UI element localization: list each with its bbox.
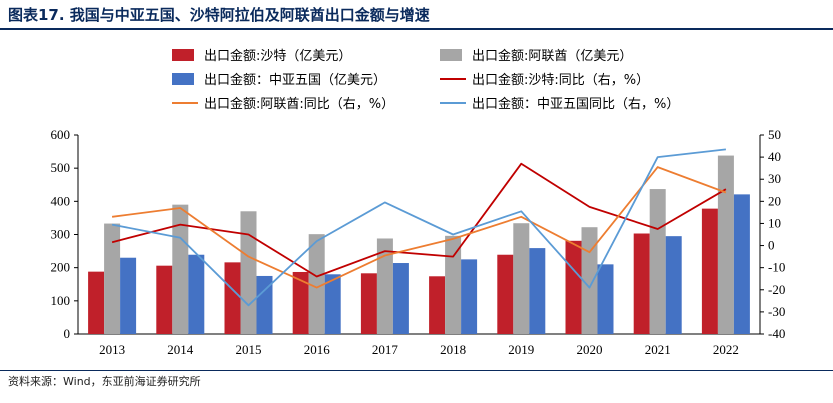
bar: [188, 254, 205, 334]
x-tick-label: 2018: [440, 342, 466, 357]
bar: [665, 236, 682, 334]
legend-label: 出口金额:阿联酋（亿美元）: [472, 48, 632, 64]
bar: [429, 276, 446, 334]
right-tick-label: 40: [768, 149, 781, 164]
bar: [308, 234, 325, 334]
left-tick-label: 0: [64, 326, 71, 341]
series-line: [111, 166, 727, 289]
x-tick-label: 2017: [372, 342, 399, 357]
x-tick-label: 2019: [508, 342, 534, 357]
legend-label: 出口金额:沙特（亿美元）: [204, 48, 351, 64]
right-tick-label: 20: [768, 193, 781, 208]
bar: [88, 271, 105, 334]
legend-label: 出口金额:阿联酋:同比（右，%）: [204, 96, 394, 112]
right-tick-label: -10: [768, 260, 785, 275]
bar: [529, 248, 546, 334]
right-tick-label: -20: [768, 282, 785, 297]
bar: [701, 208, 718, 334]
title-divider: [0, 28, 833, 30]
x-tick-label: 2016: [304, 342, 331, 357]
bar: [565, 240, 582, 334]
bar: [104, 223, 121, 334]
series-line: [111, 162, 727, 278]
bar: [360, 273, 377, 334]
right-tick-label: 30: [768, 171, 781, 186]
bar: [256, 275, 273, 334]
bar: [597, 264, 614, 334]
bar: [224, 262, 241, 334]
bar: [445, 235, 462, 334]
bar: [633, 233, 650, 334]
left-tick-label: 200: [51, 260, 71, 275]
right-tick-label: 50: [768, 127, 781, 142]
x-tick-label: 2014: [167, 342, 194, 357]
figure-title: 图表17. 我国与中亚五国、沙特阿拉伯及阿联酋出口金额与增速: [8, 6, 430, 24]
x-tick-label: 2015: [236, 342, 262, 357]
bar: [392, 263, 409, 334]
bar: [461, 259, 478, 334]
legend-label: 出口金额：中亚五国（亿美元）: [204, 72, 386, 88]
legend-swatch: [440, 49, 462, 61]
bar: [513, 223, 530, 334]
legend-label: 出口金额:沙特:同比（右，%）: [472, 72, 649, 88]
right-tick-label: -30: [768, 304, 785, 319]
x-tick-label: 2020: [577, 342, 603, 357]
legend-swatch: [172, 73, 194, 85]
bottom-divider: [0, 370, 833, 371]
source-note: 资料来源：Wind，东亚前海证券研究所: [8, 375, 201, 388]
left-tick-label: 100: [51, 293, 71, 308]
legend-swatch: [172, 49, 194, 61]
bar: [324, 274, 341, 334]
bar: [497, 254, 514, 334]
bar: [120, 257, 137, 334]
bar: [581, 227, 598, 334]
x-tick-label: 2013: [99, 342, 125, 357]
bar: [733, 194, 750, 334]
left-tick-label: 600: [51, 127, 71, 142]
left-tick-label: 500: [51, 160, 71, 175]
bar: [649, 189, 666, 334]
bar: [156, 265, 173, 334]
right-tick-label: 0: [768, 238, 775, 253]
left-tick-label: 300: [51, 227, 71, 242]
bar: [376, 238, 393, 334]
left-tick-label: 400: [51, 193, 71, 208]
x-tick-label: 2021: [645, 342, 671, 357]
bar: [292, 271, 309, 334]
series-line: [111, 148, 727, 307]
right-tick-label: -40: [768, 326, 785, 341]
legend-label: 出口金额：中亚五国同比（右，%）: [472, 96, 679, 112]
bar: [717, 155, 734, 334]
x-tick-label: 2022: [713, 342, 739, 357]
bar: [240, 211, 257, 334]
right-tick-label: 10: [768, 215, 781, 230]
chart-svg: 0 100 200 300 400 500 600 -40 -30 -20 -10 0 10 20 30 40…: [51, 48, 786, 357]
